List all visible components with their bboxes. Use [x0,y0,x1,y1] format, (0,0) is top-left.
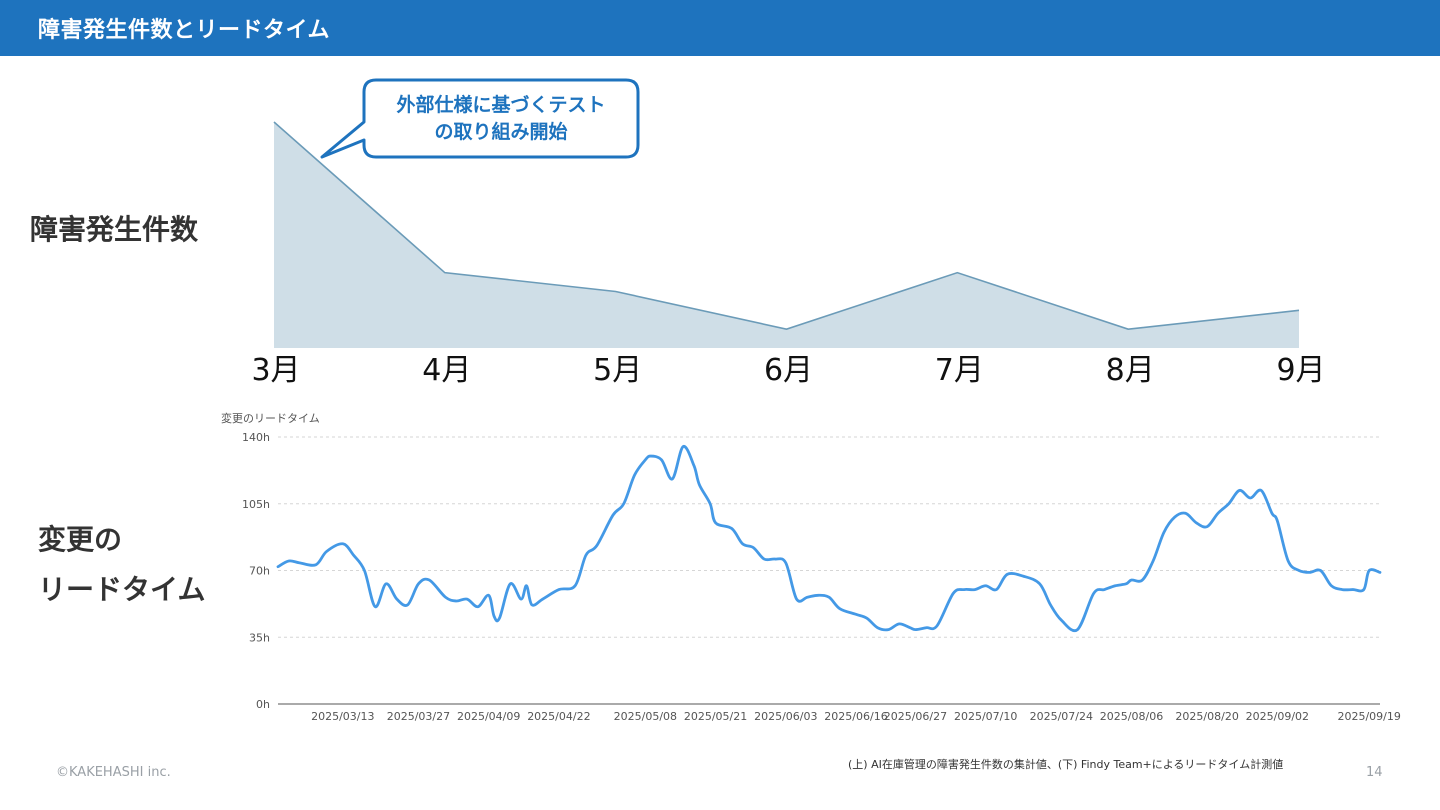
y-tick-label: 35h [249,631,270,644]
leadtime-label-line1: 変更の [38,523,123,556]
month-tick-label: 5月 [593,353,642,388]
month-tick-label: 9月 [1276,353,1325,388]
y-tick-label: 140h [242,431,270,444]
leadtime-y-ticks: 0h 35h 70h 105h 140h [242,431,270,711]
x-tick-label: 2025/07/10 [954,710,1017,723]
incidents-label: 障害発生件数 [30,213,199,246]
incidents-month-ticks: 3月 4月 5月 6月 7月 8月 9月 [251,353,1325,388]
title-bar: 障害発生件数とリードタイム [0,0,1440,56]
incidents-area-chart: 3月 4月 5月 6月 7月 8月 9月 外部仕様に基づくテスト の取り組み開始 [251,78,1326,388]
leadtime-gridlines [278,436,1380,705]
callout-line1: 外部仕様に基づくテスト [396,93,605,116]
leadtime-series-line [276,445,1382,633]
callout-shape [320,78,640,159]
month-tick-label: 8月 [1106,353,1155,388]
y-tick-label: 0h [256,698,270,711]
x-tick-label: 2025/07/24 [1030,710,1093,723]
incidents-area [274,122,1299,348]
x-tick-label: 2025/06/03 [754,710,817,723]
x-tick-label: 2025/06/16 [824,710,887,723]
x-tick-label: 2025/05/08 [614,710,677,723]
y-tick-label: 70h [249,565,270,578]
month-tick-label: 7月 [935,353,984,388]
y-tick-label: 105h [242,498,270,511]
leadtime-chart-title: 変更のリードタイム [221,411,320,425]
x-tick-label: 2025/05/21 [684,710,747,723]
x-tick-label: 2025/04/09 [457,710,520,723]
x-tick-label: 2025/06/27 [884,710,947,723]
incidents-line [273,121,1300,330]
leadtime-label-line2: リードタイム [38,573,206,606]
page-number: 14 [1366,765,1383,780]
callout-bubble: 外部仕様に基づくテスト の取り組み開始 [320,78,640,159]
x-tick-label: 2025/09/19 [1337,710,1400,723]
x-tick-label: 2025/08/06 [1100,710,1163,723]
page-title: 障害発生件数とリードタイム [38,18,331,43]
x-tick-label: 2025/03/13 [311,710,374,723]
leadtime-x-ticks: 2025/03/13 2025/03/27 2025/04/09 2025/04/22… [311,710,1401,723]
source-note: (上) AI在庫管理の障害発生件数の集計値、(下) Findy Team+による… [848,758,1284,771]
x-tick-label: 2025/03/27 [387,710,450,723]
leadtime-label: 変更の リードタイム [38,515,205,615]
x-tick-label: 2025/09/02 [1246,710,1309,723]
month-tick-label: 6月 [764,353,813,388]
callout-line2: の取り組み開始 [434,120,567,143]
x-tick-label: 2025/04/22 [527,710,590,723]
month-tick-label: 4月 [422,353,471,388]
month-tick-label: 3月 [251,353,300,388]
x-tick-label: 2025/08/20 [1175,710,1238,723]
copyright: ©KAKEHASHI inc. [56,765,171,780]
